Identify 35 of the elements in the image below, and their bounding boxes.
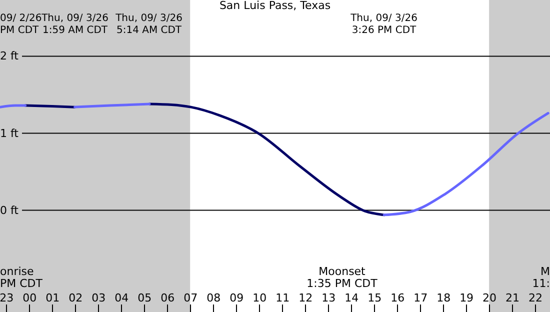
x-tick-label: 05 [138,292,152,304]
x-tick-label: 16 [390,292,405,304]
x-tick-label: 20 [482,292,497,304]
y-tick-label: 1 ft [0,126,20,140]
annotation: onrise PM CDT [0,265,43,290]
x-tick-label: 23 [0,292,14,304]
x-tick-label: 19 [460,292,474,304]
annotation: Moonset 1:35 PM CDT [306,265,378,290]
y-tick-label: 2 ft [0,50,20,63]
x-tick-label: 03 [92,292,106,304]
annotation: Thu, 09/ 3/26 5:14 AM CDT [114,13,182,36]
x-tick-label: 07 [184,292,198,304]
x-tick-label: 00 [22,292,37,304]
x-tick-label: 06 [160,292,175,304]
x-tick-label: 14 [344,292,359,304]
x-tick-label: 15 [368,292,382,304]
x-tick-label: 12 [298,292,313,304]
x-tick-label: 13 [322,292,336,304]
y-tick-label: 0 ft [0,204,20,217]
annotation: M 11: [532,265,550,290]
annotation: 09/ 2/26 PM CDT [0,13,42,36]
x-tick-label: 22 [528,292,543,304]
x-tick-label: 11 [276,292,290,304]
x-tick-label: 02 [68,292,83,304]
x-tick-label: 17 [414,292,428,304]
x-tick-label: 01 [46,292,60,304]
x-tick-label: 09 [230,292,244,304]
x-tick-label: 04 [114,292,129,304]
x-tick-label: 10 [252,292,267,304]
chart-title: San Luis Pass, Texas [219,0,331,12]
x-tick-label: 08 [206,292,221,304]
x-tick-label: 21 [506,292,520,304]
annotation: Thu, 09/ 3/26 3:26 PM CDT [350,13,418,36]
x-tick-label: 18 [436,292,451,304]
annotation: Thu, 09/ 3/26 1:59 AM CDT [40,13,108,36]
